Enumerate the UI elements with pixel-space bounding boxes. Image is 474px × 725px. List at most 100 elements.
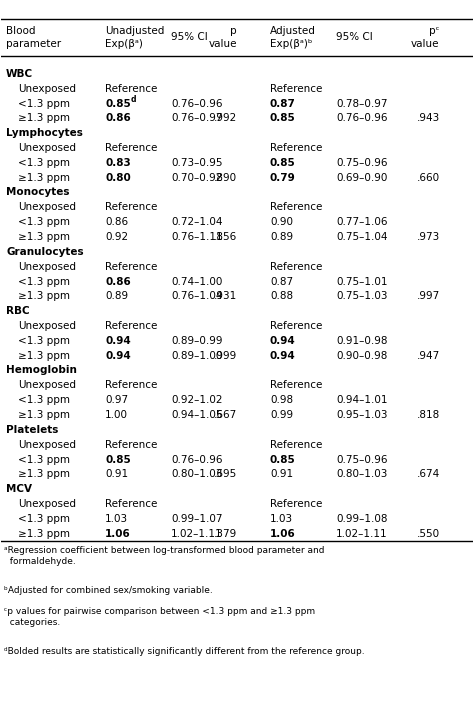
Text: Reference: Reference [270, 321, 322, 331]
Text: .931: .931 [214, 291, 237, 302]
Text: 0.89: 0.89 [270, 232, 293, 242]
Text: Reference: Reference [105, 499, 157, 509]
Text: 0.77–1.06: 0.77–1.06 [336, 218, 387, 227]
Text: <1.3 ppm: <1.3 ppm [18, 218, 70, 227]
Text: Reference: Reference [270, 380, 322, 390]
Text: 0.99: 0.99 [270, 410, 293, 420]
Text: ≥1.3 ppm: ≥1.3 ppm [18, 114, 70, 123]
Text: Lymphocytes: Lymphocytes [6, 128, 83, 138]
Text: 0.89–0.99: 0.89–0.99 [171, 336, 222, 346]
Text: 0.87: 0.87 [270, 276, 293, 286]
Text: RBC: RBC [6, 306, 30, 316]
Text: 0.85: 0.85 [105, 455, 131, 465]
Text: 0.75–1.01: 0.75–1.01 [336, 276, 387, 286]
Text: 0.91–0.98: 0.91–0.98 [336, 336, 387, 346]
Text: ≥1.3 ppm: ≥1.3 ppm [18, 291, 70, 302]
Text: Reference: Reference [270, 439, 322, 450]
Text: 0.75–0.96: 0.75–0.96 [336, 158, 387, 168]
Text: .856: .856 [214, 232, 237, 242]
Text: <1.3 ppm: <1.3 ppm [18, 158, 70, 168]
Text: 0.89–1.00: 0.89–1.00 [171, 351, 222, 361]
Text: .660: .660 [417, 173, 439, 183]
Text: Unexposed: Unexposed [18, 262, 76, 272]
Text: .943: .943 [416, 114, 439, 123]
Text: .890: .890 [214, 173, 237, 183]
Text: 0.90: 0.90 [270, 218, 293, 227]
Text: 0.75–1.04: 0.75–1.04 [336, 232, 387, 242]
Text: 0.80–1.03: 0.80–1.03 [171, 470, 222, 479]
Text: <1.3 ppm: <1.3 ppm [18, 395, 70, 405]
Text: <1.3 ppm: <1.3 ppm [18, 99, 70, 109]
Text: <1.3 ppm: <1.3 ppm [18, 455, 70, 465]
Text: Reference: Reference [105, 262, 157, 272]
Text: .667: .667 [214, 410, 237, 420]
Text: ᶜp values for pairwise comparison between <1.3 ppm and ≥1.3 ppm
  categories.: ᶜp values for pairwise comparison betwee… [4, 607, 315, 626]
Text: Reference: Reference [105, 202, 157, 212]
Text: Unexposed: Unexposed [18, 83, 76, 94]
Text: 1.06: 1.06 [270, 529, 296, 539]
Text: Reference: Reference [270, 83, 322, 94]
Text: WBC: WBC [6, 69, 33, 78]
Text: Hemoglobin: Hemoglobin [6, 365, 77, 376]
Text: Reference: Reference [270, 143, 322, 153]
Text: Blood
parameter: Blood parameter [6, 26, 61, 49]
Text: 0.92–1.02: 0.92–1.02 [171, 395, 222, 405]
Text: .973: .973 [416, 232, 439, 242]
Text: 0.89: 0.89 [105, 291, 128, 302]
Text: d: d [131, 95, 137, 104]
Text: 1.06: 1.06 [105, 529, 131, 539]
Text: 0.80–1.03: 0.80–1.03 [336, 470, 387, 479]
Text: 0.86: 0.86 [105, 114, 131, 123]
Text: 0.86: 0.86 [105, 276, 131, 286]
Text: 0.94: 0.94 [270, 336, 296, 346]
Text: 1.03: 1.03 [270, 514, 293, 524]
Text: ᵈBolded results are statistically significantly different from the reference gro: ᵈBolded results are statistically signif… [4, 647, 365, 656]
Text: 0.87: 0.87 [270, 99, 296, 109]
Text: 0.86: 0.86 [105, 218, 128, 227]
Text: ≥1.3 ppm: ≥1.3 ppm [18, 529, 70, 539]
Text: ≥1.3 ppm: ≥1.3 ppm [18, 410, 70, 420]
Text: 0.79: 0.79 [270, 173, 296, 183]
Text: 0.76–0.97: 0.76–0.97 [171, 114, 222, 123]
Text: 0.70–0.92: 0.70–0.92 [171, 173, 222, 183]
Text: Reference: Reference [105, 143, 157, 153]
Text: 0.74–1.00: 0.74–1.00 [171, 276, 222, 286]
Text: 0.91: 0.91 [270, 470, 293, 479]
Text: 0.72–1.04: 0.72–1.04 [171, 218, 222, 227]
Text: 95% CI: 95% CI [336, 33, 373, 43]
Text: 0.97: 0.97 [105, 395, 128, 405]
Text: 1.00: 1.00 [105, 410, 128, 420]
Text: 0.76–1.11: 0.76–1.11 [171, 232, 223, 242]
Text: ᵇAdjusted for combined sex/smoking variable.: ᵇAdjusted for combined sex/smoking varia… [4, 587, 212, 595]
Text: Platelets: Platelets [6, 425, 58, 434]
Text: 0.99–1.08: 0.99–1.08 [336, 514, 387, 524]
Text: Granulocytes: Granulocytes [6, 247, 84, 257]
Text: 0.94–1.01: 0.94–1.01 [336, 395, 387, 405]
Text: ᵃRegression coefficient between log-transformed blood parameter and
  formaldehy: ᵃRegression coefficient between log-tran… [4, 546, 324, 566]
Text: 0.83: 0.83 [105, 158, 131, 168]
Text: .379: .379 [214, 529, 237, 539]
Text: .695: .695 [214, 470, 237, 479]
Text: 0.98: 0.98 [270, 395, 293, 405]
Text: .999: .999 [214, 351, 237, 361]
Text: 1.03: 1.03 [105, 514, 128, 524]
Text: 0.99–1.07: 0.99–1.07 [171, 514, 222, 524]
Text: 0.88: 0.88 [270, 291, 293, 302]
Text: 0.78–0.97: 0.78–0.97 [336, 99, 387, 109]
Text: 0.94: 0.94 [270, 351, 296, 361]
Text: ≥1.3 ppm: ≥1.3 ppm [18, 351, 70, 361]
Text: Reference: Reference [105, 380, 157, 390]
Text: 0.90–0.98: 0.90–0.98 [336, 351, 387, 361]
Text: Reference: Reference [105, 83, 157, 94]
Text: Adjusted
Exp(βᵃ)ᵇ: Adjusted Exp(βᵃ)ᵇ [270, 26, 316, 49]
Text: 0.94: 0.94 [105, 351, 131, 361]
Text: 0.76–0.96: 0.76–0.96 [171, 455, 222, 465]
Text: Monocytes: Monocytes [6, 187, 70, 197]
Text: .947: .947 [416, 351, 439, 361]
Text: Reference: Reference [105, 321, 157, 331]
Text: Reference: Reference [270, 202, 322, 212]
Text: .550: .550 [417, 529, 439, 539]
Text: 0.85: 0.85 [270, 455, 296, 465]
Text: p
value: p value [209, 26, 237, 49]
Text: .674: .674 [416, 470, 439, 479]
